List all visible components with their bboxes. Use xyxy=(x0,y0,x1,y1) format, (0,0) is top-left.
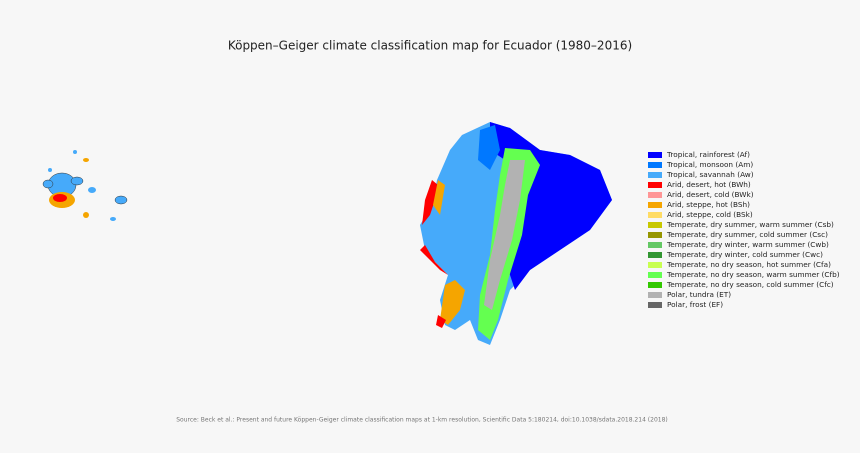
legend-label: Arid, steppe, hot (BSh) xyxy=(667,200,750,209)
legend-label: Arid, steppe, cold (BSk) xyxy=(667,210,753,219)
legend-label: Temperate, no dry season, cold summer (C… xyxy=(666,280,834,289)
legend-label: Temperate, dry winter, cold summer (Cwc) xyxy=(666,250,823,259)
mainland xyxy=(420,122,612,345)
legend-swatch xyxy=(648,282,662,288)
legend-label: Tropical, rainforest (Af) xyxy=(666,150,750,159)
legend-swatch xyxy=(648,272,662,278)
legend-swatch xyxy=(648,242,662,248)
legend-label: Temperate, dry summer, cold summer (Csc) xyxy=(666,230,828,239)
legend-swatch xyxy=(648,222,662,228)
source-note: Source: Beck et al.: Present and future … xyxy=(176,417,668,424)
legend-swatch xyxy=(648,262,662,268)
legend-swatch xyxy=(648,292,662,298)
legend-swatch xyxy=(648,252,662,258)
legend-swatch xyxy=(648,162,662,168)
legend-label: Tropical, monsoon (Am) xyxy=(666,160,753,169)
legend-swatch xyxy=(648,152,662,158)
legend-label: Temperate, no dry season, hot summer (Cf… xyxy=(666,260,831,269)
legend-label: Temperate, dry summer, warm summer (Csb) xyxy=(666,220,834,229)
legend: Tropical, rainforest (Af)Tropical, monso… xyxy=(648,150,840,309)
map-title: Köppen–Geiger climate classification map… xyxy=(228,39,632,53)
legend-swatch xyxy=(648,192,662,198)
legend-swatch xyxy=(648,172,662,178)
legend-swatch xyxy=(648,232,662,238)
legend-label: Temperate, no dry season, warm summer (C… xyxy=(666,270,840,279)
legend-label: Temperate, dry winter, warm summer (Cwb) xyxy=(666,240,829,249)
legend-label: Polar, frost (EF) xyxy=(667,300,723,309)
legend-swatch xyxy=(648,182,662,188)
legend-label: Arid, desert, hot (BWh) xyxy=(667,180,751,189)
legend-swatch xyxy=(648,212,662,218)
legend-label: Arid, desert, cold (BWk) xyxy=(667,190,754,199)
legend-label: Polar, tundra (ET) xyxy=(667,290,731,299)
legend-label: Tropical, savannah (Aw) xyxy=(666,170,754,179)
legend-swatch xyxy=(648,202,662,208)
galapagos xyxy=(42,150,128,221)
legend-swatch xyxy=(648,302,662,308)
